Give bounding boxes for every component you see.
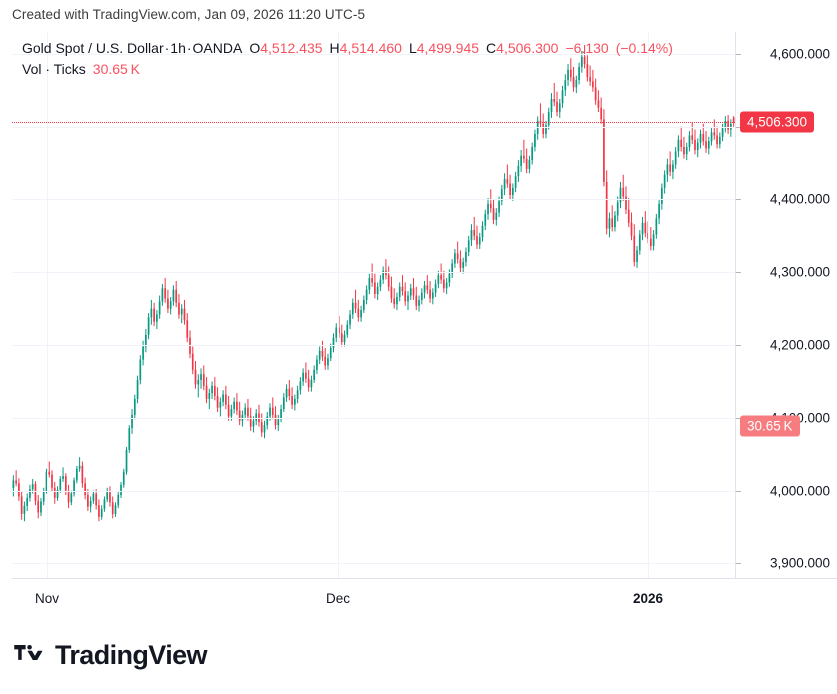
time-axis-label: Nov — [34, 591, 60, 606]
price-tick-mark — [736, 53, 741, 55]
grid-line-horizontal — [12, 272, 735, 274]
grid-line-vertical — [648, 32, 649, 578]
grid-line-horizontal — [12, 53, 735, 55]
grid-line-vertical — [338, 32, 339, 578]
price-axis-label: 3,900.000 — [769, 555, 830, 571]
time-scale[interactable]: Nov Dec 2026 — [12, 578, 837, 618]
last-price-badge: 4,506.300 — [740, 111, 815, 133]
price-tick-mark — [736, 126, 741, 128]
chart-pane[interactable] — [12, 32, 735, 578]
price-axis-label: 4,200.000 — [769, 337, 830, 353]
grid-line-horizontal — [12, 563, 735, 565]
time-axis-label: 2026 — [632, 591, 664, 606]
grid-line-horizontal — [12, 199, 735, 201]
price-axis-label: 4,600.000 — [769, 46, 830, 62]
price-axis-label: 4,400.000 — [769, 191, 830, 207]
tradingview-wordmark: TradingView — [55, 640, 208, 670]
price-tick-mark — [736, 199, 741, 201]
price-tick-mark — [736, 417, 741, 419]
grid-line-horizontal — [12, 417, 735, 419]
price-tick-mark — [736, 272, 741, 274]
price-scale[interactable]: 4,600.0004,500.0004,400.0004,300.0004,20… — [735, 32, 837, 578]
attribution-text: Created with TradingView.com, Jan 09, 20… — [12, 7, 366, 22]
candlestick-series — [12, 45, 735, 522]
tradingview-mark-icon — [14, 645, 43, 661]
price-tick-mark — [736, 345, 741, 347]
price-axis-label: 4,000.000 — [769, 483, 830, 499]
last-price-line — [12, 122, 735, 124]
grid-line-horizontal — [12, 345, 735, 347]
grid-line-vertical — [47, 32, 48, 578]
price-axis-label: 4,300.000 — [769, 264, 830, 280]
time-axis-label: Dec — [325, 591, 351, 606]
volume-value-badge: 30.65 K — [740, 415, 800, 437]
grid-line-horizontal — [12, 490, 735, 492]
chart-frame: Gold Spot / U.S. Dollar·1h·OANDA O4,512.4… — [12, 32, 837, 617]
price-tick-mark — [736, 490, 741, 492]
tradingview-logo: TradingView — [14, 640, 208, 671]
price-tick-mark — [736, 563, 741, 565]
grid-line-horizontal — [12, 126, 735, 128]
